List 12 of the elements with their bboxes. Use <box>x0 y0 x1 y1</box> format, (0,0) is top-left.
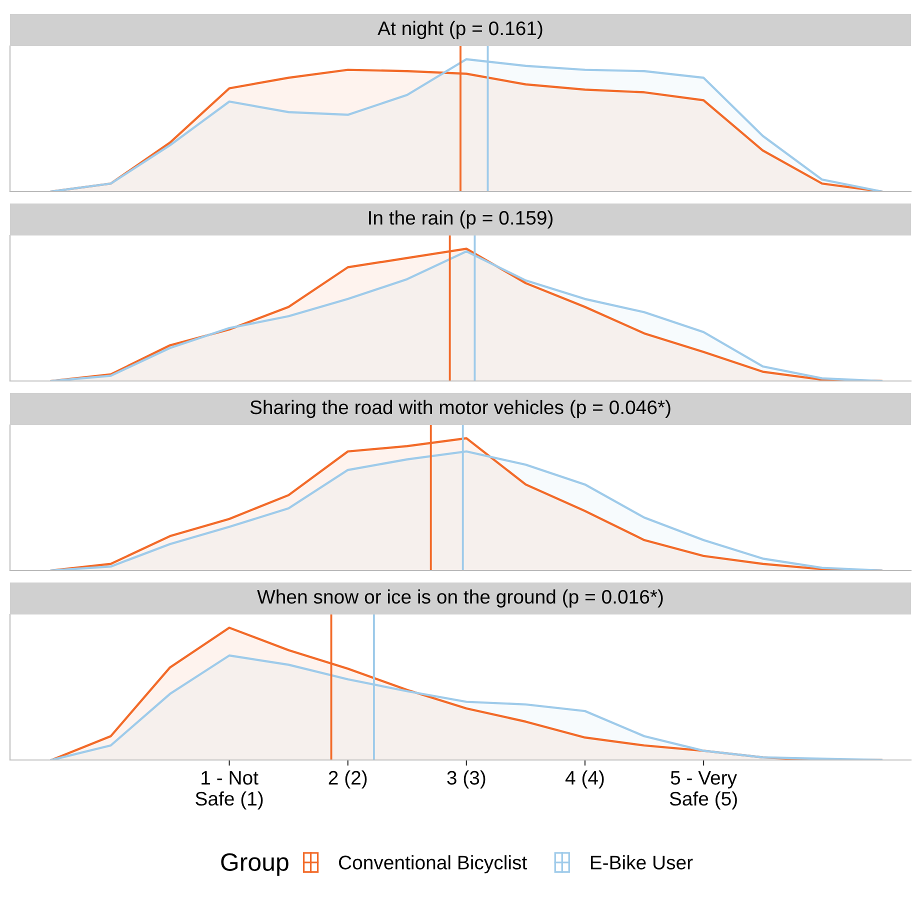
x-tick-label: 5 - Very Safe (5) <box>670 771 737 810</box>
x-tick-label: 3 (3) <box>447 770 486 789</box>
x-tick-label: 2 (2) <box>328 770 367 789</box>
legend-title: Group <box>221 853 288 876</box>
chart-title: In the rain (p = 0.159) <box>369 210 553 229</box>
chart-title: Sharing the road with motor vehicles (p = 0.046*) <box>250 400 670 418</box>
chart-title: At night (p = 0.161) <box>378 20 542 40</box>
legend-label: Conventional Bicyclist <box>338 855 527 874</box>
chart-title: When snow or ice is on the ground (p = 0.016*) <box>257 589 663 608</box>
legend-label: E-Bike User <box>590 855 693 870</box>
x-tick-label: 4 (4) <box>565 770 604 789</box>
x-tick-label: 1 - Not Safe (1) <box>196 771 263 810</box>
